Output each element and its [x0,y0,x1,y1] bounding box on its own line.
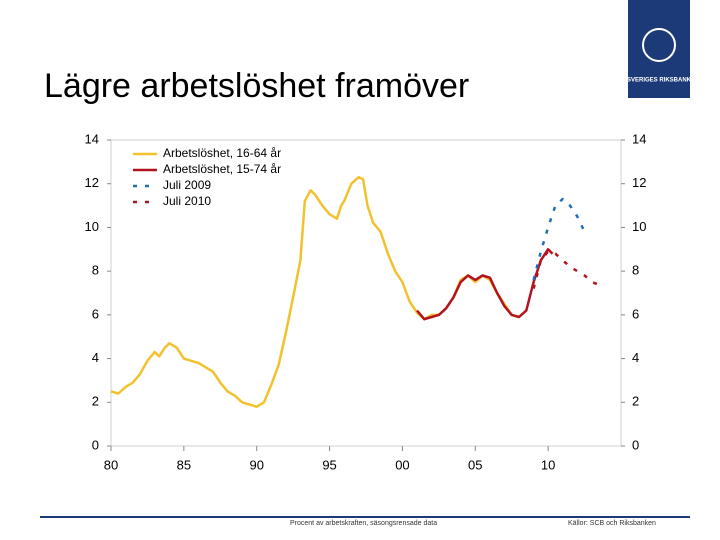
legend-label: Arbetslöshet, 15-74 år [163,162,281,176]
x-tick-label: 10 [541,457,555,472]
y-tick-label: 12 [85,175,99,190]
legend-label: Juli 2010 [163,194,211,208]
series-line [532,197,586,281]
x-tick-label: 85 [177,457,191,472]
legend-label: Juli 2009 [163,178,211,192]
slide-title: Lägre arbetslöshet framöver [44,67,469,105]
y-tick-label: 6 [92,306,99,321]
y-tick-label: 8 [92,263,99,278]
logo-text: SVERIGES RIKSBANK [627,78,692,84]
y2-tick-label: 6 [632,306,639,321]
x-tick-label: 80 [104,457,118,472]
series-line [532,250,604,289]
y2-tick-label: 2 [632,394,639,409]
y-tick-label: 2 [92,394,99,409]
legend-label: Arbetslöshet, 16-64 år [163,146,281,160]
series-line [416,248,554,321]
y2-tick-label: 10 [632,219,646,234]
x-tick-label: 00 [395,457,409,472]
y2-tick-label: 12 [632,175,646,190]
y-tick-label: 14 [85,131,99,146]
legend-box [129,146,289,218]
y2-tick-label: 8 [632,263,639,278]
footer-note: Procent av arbetskraften, säsongsrensade… [290,520,437,527]
y-tick-label: 0 [92,437,99,452]
x-tick-label: 05 [468,457,482,472]
logo-emblem [642,28,676,62]
y2-tick-label: 4 [632,350,639,365]
y2-tick-label: 14 [632,131,646,146]
plot-frame [110,139,622,447]
logo [628,0,690,98]
y-tick-label: 10 [85,219,99,234]
y-tick-label: 4 [92,350,99,365]
y2-tick-label: 0 [632,437,639,452]
footer-source: Källor: SCB och Riksbanken [568,520,656,527]
x-tick-label: 95 [322,457,336,472]
x-tick-label: 90 [249,457,263,472]
